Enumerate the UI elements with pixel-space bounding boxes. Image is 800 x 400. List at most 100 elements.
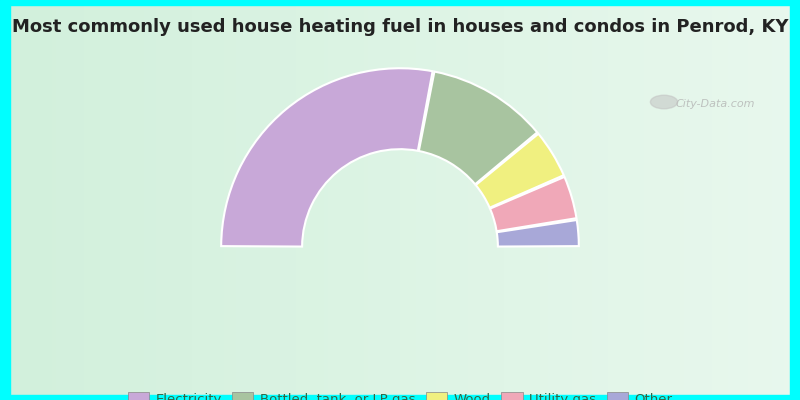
Text: Most commonly used house heating fuel in houses and condos in Penrod, KY: Most commonly used house heating fuel in… [12,18,788,36]
Bar [504,0,508,400]
Bar [464,0,468,400]
Bar [292,0,296,400]
Wedge shape [476,134,564,208]
Bar [212,0,216,400]
Bar [452,0,456,400]
Bar [140,0,144,400]
Bar [404,0,408,400]
Bar [220,0,224,400]
Bar [492,0,496,400]
Bar [52,0,56,400]
Bar [576,0,580,400]
Bar [684,0,688,400]
Bar [152,0,156,400]
Bar [444,0,448,400]
Bar [696,0,700,400]
Bar [308,0,312,400]
Bar [32,0,36,400]
Bar [168,0,172,400]
Bar [628,0,632,400]
Bar [400,0,404,400]
Bar [12,0,16,400]
Wedge shape [497,220,579,246]
Bar [276,0,280,400]
Bar [636,0,640,400]
Bar [708,0,712,400]
Bar [356,0,360,400]
Bar [380,0,384,400]
Bar [732,0,736,400]
Bar [456,0,460,400]
Bar [544,0,548,400]
Bar [604,0,608,400]
Bar [24,0,28,400]
Bar [792,0,796,400]
Wedge shape [419,72,537,184]
Bar [664,0,668,400]
Bar [640,0,644,400]
Bar [144,0,148,400]
Bar [784,0,788,400]
Bar [100,0,104,400]
Bar [216,0,220,400]
Bar [112,0,116,400]
Bar [0,0,10,400]
Bar [588,0,592,400]
Bar [68,0,72,400]
Bar [248,0,252,400]
Bar [104,0,108,400]
Bar [116,0,120,400]
Bar [488,0,492,400]
Bar [796,0,800,400]
Bar [120,0,124,400]
Bar [204,0,208,400]
Bar [780,0,784,400]
Bar [64,0,68,400]
Bar [240,0,244,400]
Bar [264,0,268,400]
Bar [500,0,504,400]
Bar [0,395,800,400]
Bar [484,0,488,400]
Wedge shape [221,68,433,246]
Bar [384,0,388,400]
Bar [580,0,584,400]
Bar [96,0,100,400]
Bar [516,0,520,400]
Bar [512,0,516,400]
Bar [324,0,328,400]
Bar [480,0,484,400]
Bar [188,0,192,400]
Bar [740,0,744,400]
Bar [568,0,572,400]
Bar [752,0,756,400]
Bar [700,0,704,400]
Bar [584,0,588,400]
Bar [304,0,308,400]
Bar [200,0,204,400]
Bar [396,0,400,400]
Bar [244,0,248,400]
Bar [40,0,44,400]
Bar [608,0,612,400]
Bar [348,0,352,400]
Bar [88,0,92,400]
Bar [772,0,776,400]
Bar [768,0,772,400]
Bar [672,0,676,400]
Bar [376,0,380,400]
Bar [60,0,64,400]
Bar [372,0,376,400]
Bar [620,0,624,400]
Bar [296,0,300,400]
Bar [4,0,8,400]
Bar [260,0,264,400]
Bar [624,0,628,400]
Bar [572,0,576,400]
Bar [28,0,32,400]
Bar [128,0,132,400]
Bar [172,0,176,400]
Bar [712,0,716,400]
Bar [416,0,420,400]
Bar [788,0,792,400]
